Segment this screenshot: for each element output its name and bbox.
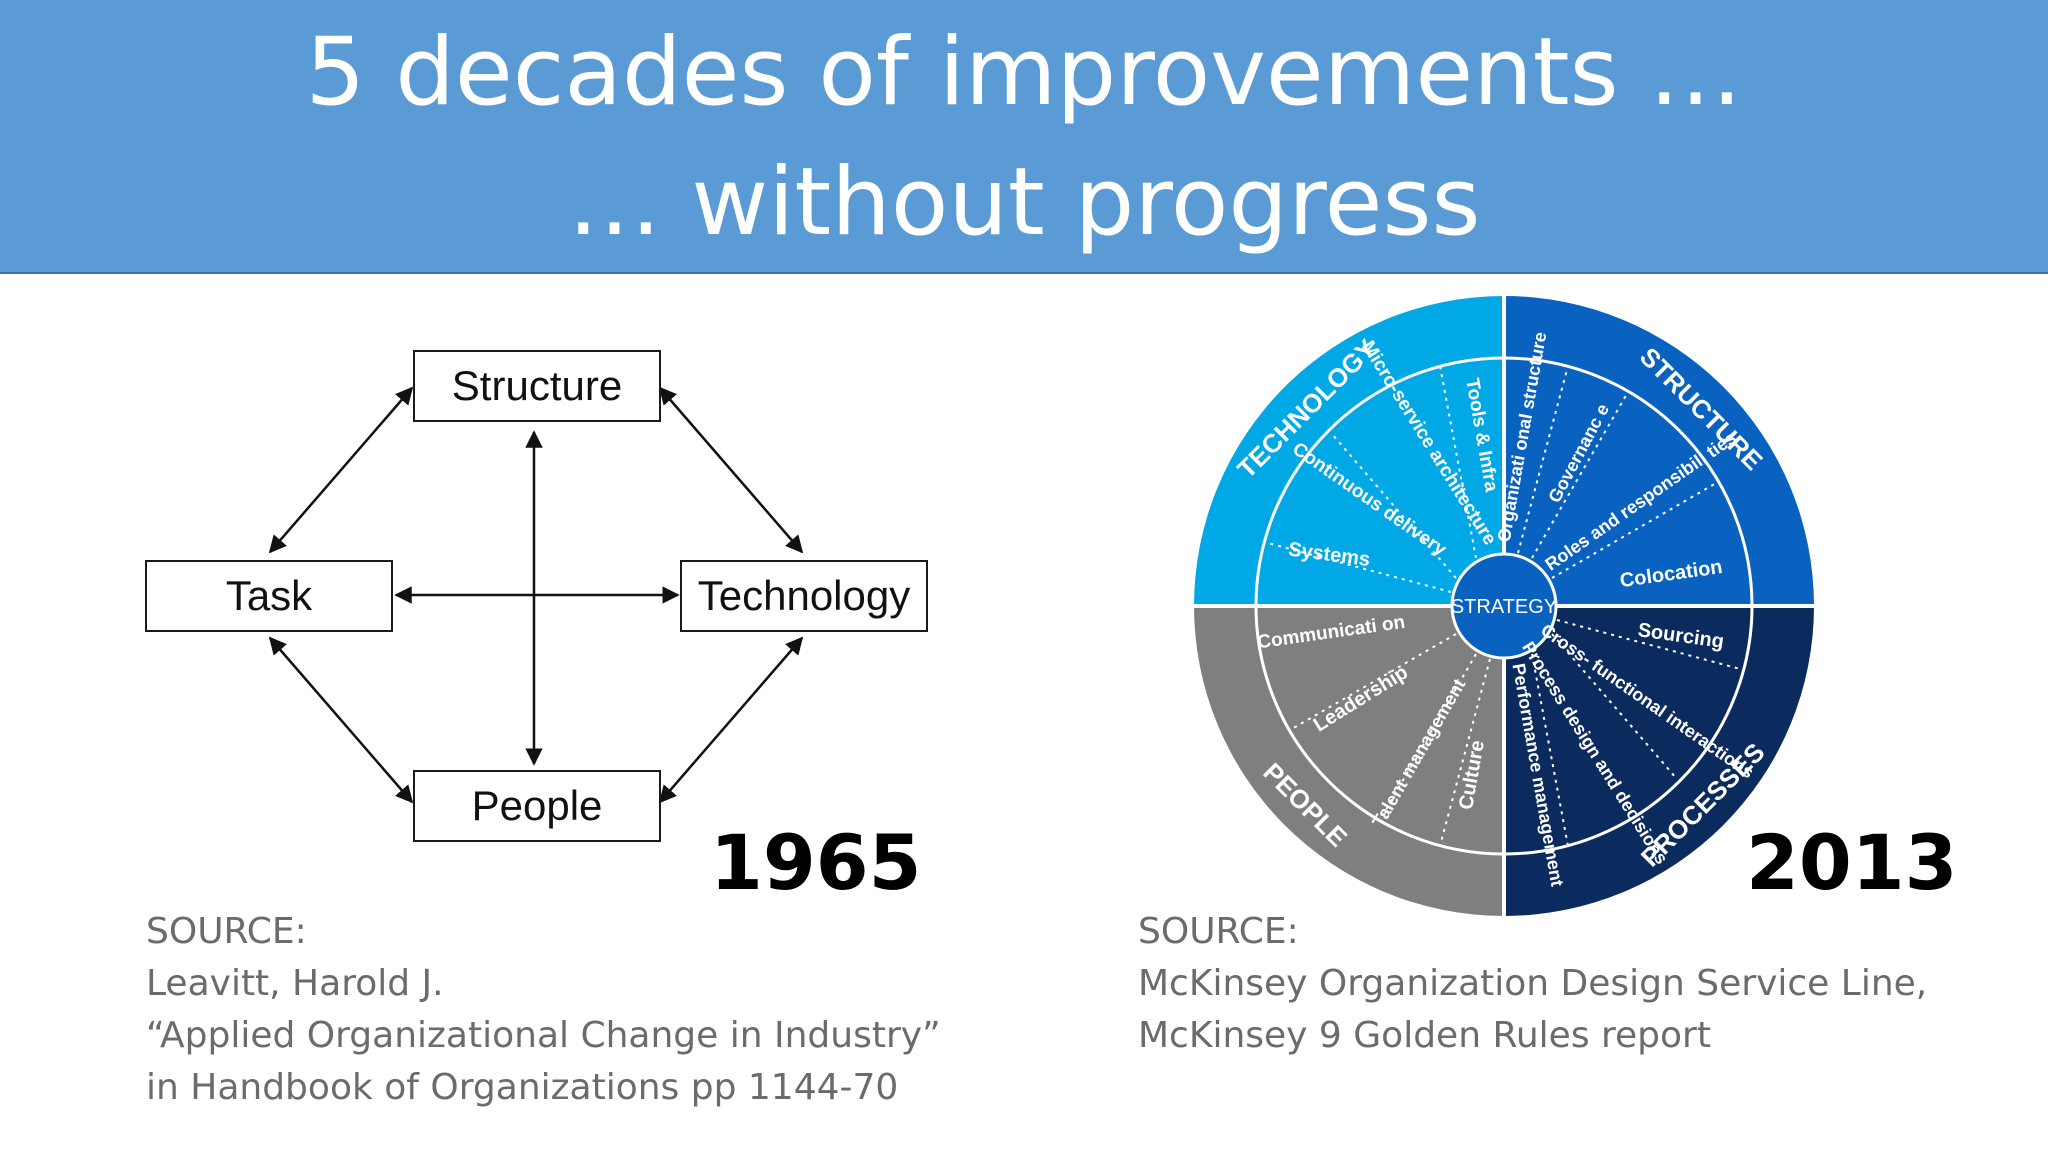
mckinsey-wheel: STRATEGY TECHNOLOGY STRUCTURE PROCESSES … bbox=[1194, 296, 1814, 916]
slide-title-line-2: … without progress bbox=[567, 148, 1481, 257]
quadrant-technology bbox=[1194, 296, 1504, 606]
quadrant-processes bbox=[1504, 606, 1814, 916]
title-bar: 5 decades of improvements … … without pr… bbox=[0, 0, 2048, 274]
left-source-line: Leavitt, Harold J. bbox=[146, 963, 444, 1004]
slide-title-line-1: 5 decades of improvements … bbox=[305, 18, 1743, 127]
strategy-label: STRATEGY bbox=[1451, 596, 1557, 618]
strategy-center bbox=[1450, 552, 1558, 660]
task-box: Task bbox=[145, 560, 393, 632]
arrow-structure-technology bbox=[658, 386, 804, 554]
structure-box: Structure bbox=[413, 350, 661, 422]
leavitt-arrows bbox=[268, 386, 804, 804]
right-source-line: SOURCE: bbox=[1138, 911, 1299, 952]
left-source-line: “Applied Organizational Change in Indust… bbox=[146, 1015, 941, 1056]
right-source-line: McKinsey Organization Design Service Lin… bbox=[1138, 963, 1928, 1004]
left-source-line: SOURCE: bbox=[146, 911, 307, 952]
quadrant-structure bbox=[1504, 296, 1814, 606]
leavitt-diagram: Structure Task Technology People bbox=[140, 340, 940, 860]
quadrant-people bbox=[1194, 606, 1504, 916]
right-source: SOURCE: McKinsey Organization Design Ser… bbox=[1138, 906, 1927, 1062]
people-box: People bbox=[413, 770, 661, 842]
arrow-structure-task bbox=[268, 386, 414, 554]
technology-box: Technology bbox=[680, 560, 928, 632]
right-source-line: McKinsey 9 Golden Rules report bbox=[1138, 1015, 1711, 1056]
sub-dividers bbox=[1263, 365, 1745, 847]
left-source-line: in Handbook of Organizations pp 1144-70 bbox=[146, 1067, 899, 1108]
year-2013: 2013 bbox=[1746, 818, 1958, 907]
left-source: SOURCE: Leavitt, Harold J. “Applied Orga… bbox=[146, 906, 941, 1114]
year-1965: 1965 bbox=[710, 818, 922, 907]
arrow-task-people bbox=[268, 636, 414, 804]
arrow-technology-people bbox=[658, 636, 804, 804]
